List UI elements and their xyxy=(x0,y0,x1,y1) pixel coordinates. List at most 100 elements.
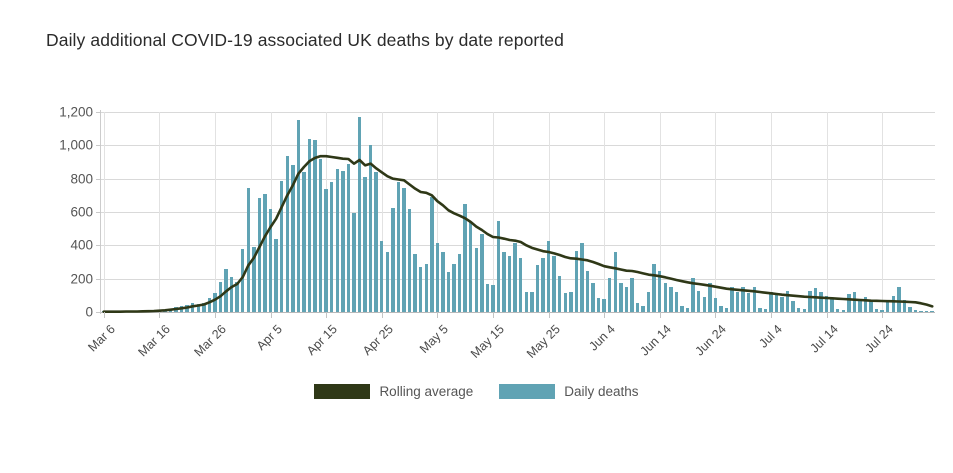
bar[interactable] xyxy=(485,283,490,312)
bar[interactable] xyxy=(624,286,629,312)
bar[interactable] xyxy=(480,234,484,312)
bar[interactable] xyxy=(930,311,934,312)
bar[interactable] xyxy=(635,302,640,312)
bar[interactable] xyxy=(608,278,612,312)
bar[interactable] xyxy=(418,267,423,312)
legend-item[interactable]: Rolling average xyxy=(314,384,473,399)
bar[interactable] xyxy=(557,276,562,312)
bar[interactable] xyxy=(924,311,929,312)
bar[interactable] xyxy=(713,298,718,312)
bar[interactable] xyxy=(741,286,745,312)
bar[interactable] xyxy=(463,203,467,312)
bar[interactable] xyxy=(241,248,245,312)
bar[interactable] xyxy=(630,278,634,312)
bar[interactable] xyxy=(402,187,406,312)
bar[interactable] xyxy=(769,291,773,312)
bar[interactable] xyxy=(313,139,317,312)
bar[interactable] xyxy=(413,254,417,312)
bar[interactable] xyxy=(763,309,768,312)
bar[interactable] xyxy=(563,293,567,312)
bar[interactable] xyxy=(619,282,623,312)
bar[interactable] xyxy=(246,188,251,312)
bar[interactable] xyxy=(407,208,412,312)
bar[interactable] xyxy=(819,291,823,312)
bar[interactable] xyxy=(424,264,428,312)
bar[interactable] xyxy=(318,159,323,312)
bar[interactable] xyxy=(824,295,829,312)
bar[interactable] xyxy=(496,221,501,312)
bar[interactable] xyxy=(791,301,795,312)
bar[interactable] xyxy=(441,252,445,312)
bar[interactable] xyxy=(730,286,734,312)
bar[interactable] xyxy=(574,251,579,312)
bar[interactable] xyxy=(235,282,239,312)
bar[interactable] xyxy=(296,120,301,312)
bar[interactable] xyxy=(641,306,645,312)
bar[interactable] xyxy=(202,303,206,312)
bar[interactable] xyxy=(719,306,723,312)
bar[interactable] xyxy=(735,291,740,312)
bar[interactable] xyxy=(380,240,384,312)
bar[interactable] xyxy=(552,255,556,312)
bar[interactable] xyxy=(774,293,779,312)
bar[interactable] xyxy=(752,286,756,312)
bar[interactable] xyxy=(602,299,606,312)
bar[interactable] xyxy=(507,255,512,312)
bar[interactable] xyxy=(385,252,390,312)
bar[interactable] xyxy=(919,310,923,312)
bar[interactable] xyxy=(207,297,212,312)
bar[interactable] xyxy=(891,295,895,312)
bar[interactable] xyxy=(452,264,456,312)
bar[interactable] xyxy=(908,306,912,312)
bar[interactable] xyxy=(847,293,851,312)
bar[interactable] xyxy=(747,292,751,312)
bar[interactable] xyxy=(702,296,706,312)
bar[interactable] xyxy=(324,189,328,312)
bar[interactable] xyxy=(591,282,595,312)
bar[interactable] xyxy=(902,300,907,312)
bar[interactable] xyxy=(696,290,701,312)
bar[interactable] xyxy=(724,307,729,312)
bar[interactable] xyxy=(330,182,334,312)
bar[interactable] xyxy=(869,299,873,312)
bar[interactable] xyxy=(874,308,879,312)
bar[interactable] xyxy=(285,155,289,312)
bar[interactable] xyxy=(541,258,545,312)
bar[interactable] xyxy=(580,243,584,312)
bar[interactable] xyxy=(897,287,901,312)
bar[interactable] xyxy=(546,240,551,312)
bar[interactable] xyxy=(858,301,862,312)
bar[interactable] xyxy=(863,297,868,312)
bar[interactable] xyxy=(674,291,679,312)
bar[interactable] xyxy=(652,264,656,312)
bar[interactable] xyxy=(435,243,440,312)
bar[interactable] xyxy=(880,310,884,312)
bar[interactable] xyxy=(457,254,462,312)
bar[interactable] xyxy=(835,309,840,312)
bar[interactable] xyxy=(646,291,651,312)
bar[interactable] xyxy=(569,291,573,312)
bar[interactable] xyxy=(291,165,295,312)
bar[interactable] xyxy=(785,290,790,312)
bar[interactable] xyxy=(841,310,845,312)
bar[interactable] xyxy=(229,277,234,312)
bar[interactable] xyxy=(502,251,506,312)
bar[interactable] xyxy=(396,182,401,312)
bar[interactable] xyxy=(357,116,362,312)
bar[interactable] xyxy=(758,307,762,312)
bar[interactable] xyxy=(886,301,890,312)
bar[interactable] xyxy=(307,139,312,312)
bar[interactable] xyxy=(469,222,473,312)
bar[interactable] xyxy=(669,287,673,312)
bar[interactable] xyxy=(852,291,857,312)
bar[interactable] xyxy=(685,308,690,312)
bar[interactable] xyxy=(368,144,373,312)
bar[interactable] xyxy=(346,164,351,312)
bar[interactable] xyxy=(585,271,590,312)
bar[interactable] xyxy=(213,292,217,312)
bar[interactable] xyxy=(391,207,395,312)
bar[interactable] xyxy=(613,252,617,312)
bar[interactable] xyxy=(658,271,662,312)
bar[interactable] xyxy=(691,278,695,312)
bar[interactable] xyxy=(257,198,262,312)
